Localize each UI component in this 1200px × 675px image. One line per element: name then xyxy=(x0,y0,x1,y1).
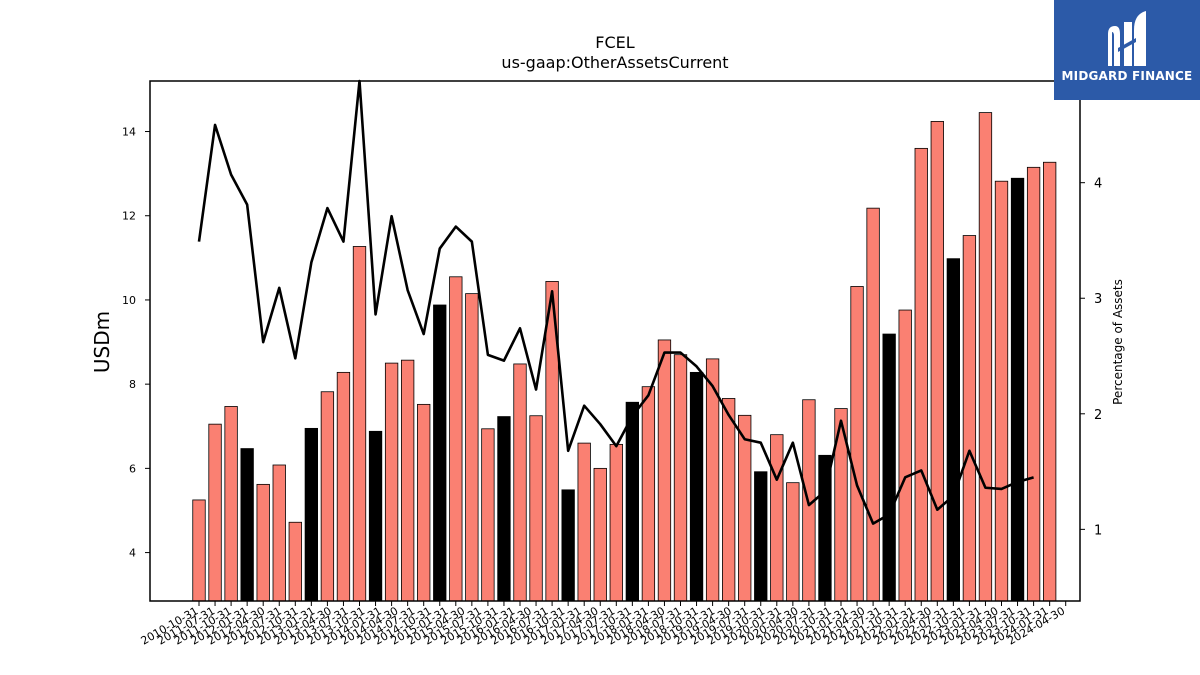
bar xyxy=(1010,177,1025,602)
bar xyxy=(304,427,319,602)
bar xyxy=(272,464,286,602)
bar xyxy=(738,414,752,602)
bar xyxy=(465,293,479,602)
bar xyxy=(400,359,415,602)
bar xyxy=(930,121,944,602)
bar xyxy=(882,333,896,602)
y-tick-label: 14 xyxy=(122,126,136,139)
y2-axis-ticks: 1 2 3 4 xyxy=(1080,177,1102,538)
y2-tick-label: 3 xyxy=(1094,292,1102,307)
line-series xyxy=(197,79,1034,525)
chart-subtitle: us-gaap:OtherAssetsCurrent xyxy=(501,53,728,72)
bar xyxy=(1043,161,1057,602)
bar xyxy=(866,207,880,602)
bar xyxy=(673,354,688,602)
bar xyxy=(1026,166,1041,602)
bar xyxy=(898,309,912,602)
bar xyxy=(593,467,607,602)
axes xyxy=(149,80,1081,602)
bar xyxy=(722,398,736,602)
bar xyxy=(994,180,1009,602)
bar xyxy=(336,371,351,602)
bar xyxy=(561,489,575,602)
bar xyxy=(497,416,511,602)
bar xyxy=(962,235,977,602)
bar xyxy=(914,147,928,602)
bar xyxy=(641,386,656,602)
bar xyxy=(384,362,399,602)
bar xyxy=(240,448,254,602)
bar xyxy=(192,499,206,602)
bar xyxy=(417,403,431,602)
bar-series xyxy=(192,112,1057,602)
midgard-m-logo-icon xyxy=(1108,11,1146,66)
bar xyxy=(481,428,495,602)
bar xyxy=(529,415,543,602)
y2-tick-label: 4 xyxy=(1094,177,1102,192)
y-tick-label: 10 xyxy=(122,294,136,307)
bar xyxy=(320,391,335,602)
y-axis-ticks: 4 6 8 10 12 14 xyxy=(122,126,150,560)
bar xyxy=(978,112,993,602)
bar xyxy=(433,304,447,602)
y-tick-label: 6 xyxy=(129,462,136,475)
brand-logo: MIDGARD FINANCE xyxy=(1054,0,1200,100)
bar xyxy=(513,363,527,602)
bar xyxy=(352,246,367,602)
bar xyxy=(577,442,591,602)
percentage-line xyxy=(197,79,1034,525)
bar xyxy=(786,482,800,602)
plot-frame xyxy=(149,80,1081,602)
y2-tick-label: 1 xyxy=(1094,523,1102,538)
y2-axis-label: Percentage of Assets xyxy=(1111,279,1125,405)
bar xyxy=(770,434,784,602)
y-tick-label: 4 xyxy=(129,547,136,560)
bar xyxy=(449,276,463,602)
y-axis-label: USDm xyxy=(90,311,114,373)
bar xyxy=(754,471,768,602)
bar xyxy=(689,371,704,602)
bar xyxy=(946,258,960,602)
chart-title: FCEL xyxy=(595,33,634,52)
bar xyxy=(208,423,222,602)
bar xyxy=(657,339,672,602)
bar xyxy=(850,286,864,602)
y-tick-label: 8 xyxy=(129,378,136,391)
y-tick-label: 12 xyxy=(122,210,136,223)
bar xyxy=(288,521,302,602)
bar xyxy=(625,401,639,602)
y2-tick-label: 2 xyxy=(1094,408,1102,423)
bar xyxy=(609,443,623,602)
bar xyxy=(256,483,270,602)
x-axis-ticks: 2010-10-312011-07-312011-10-312012-01-31… xyxy=(139,601,1067,648)
logo-text: MIDGARD FINANCE xyxy=(1061,69,1193,83)
bar xyxy=(224,406,238,602)
bar xyxy=(368,430,383,602)
